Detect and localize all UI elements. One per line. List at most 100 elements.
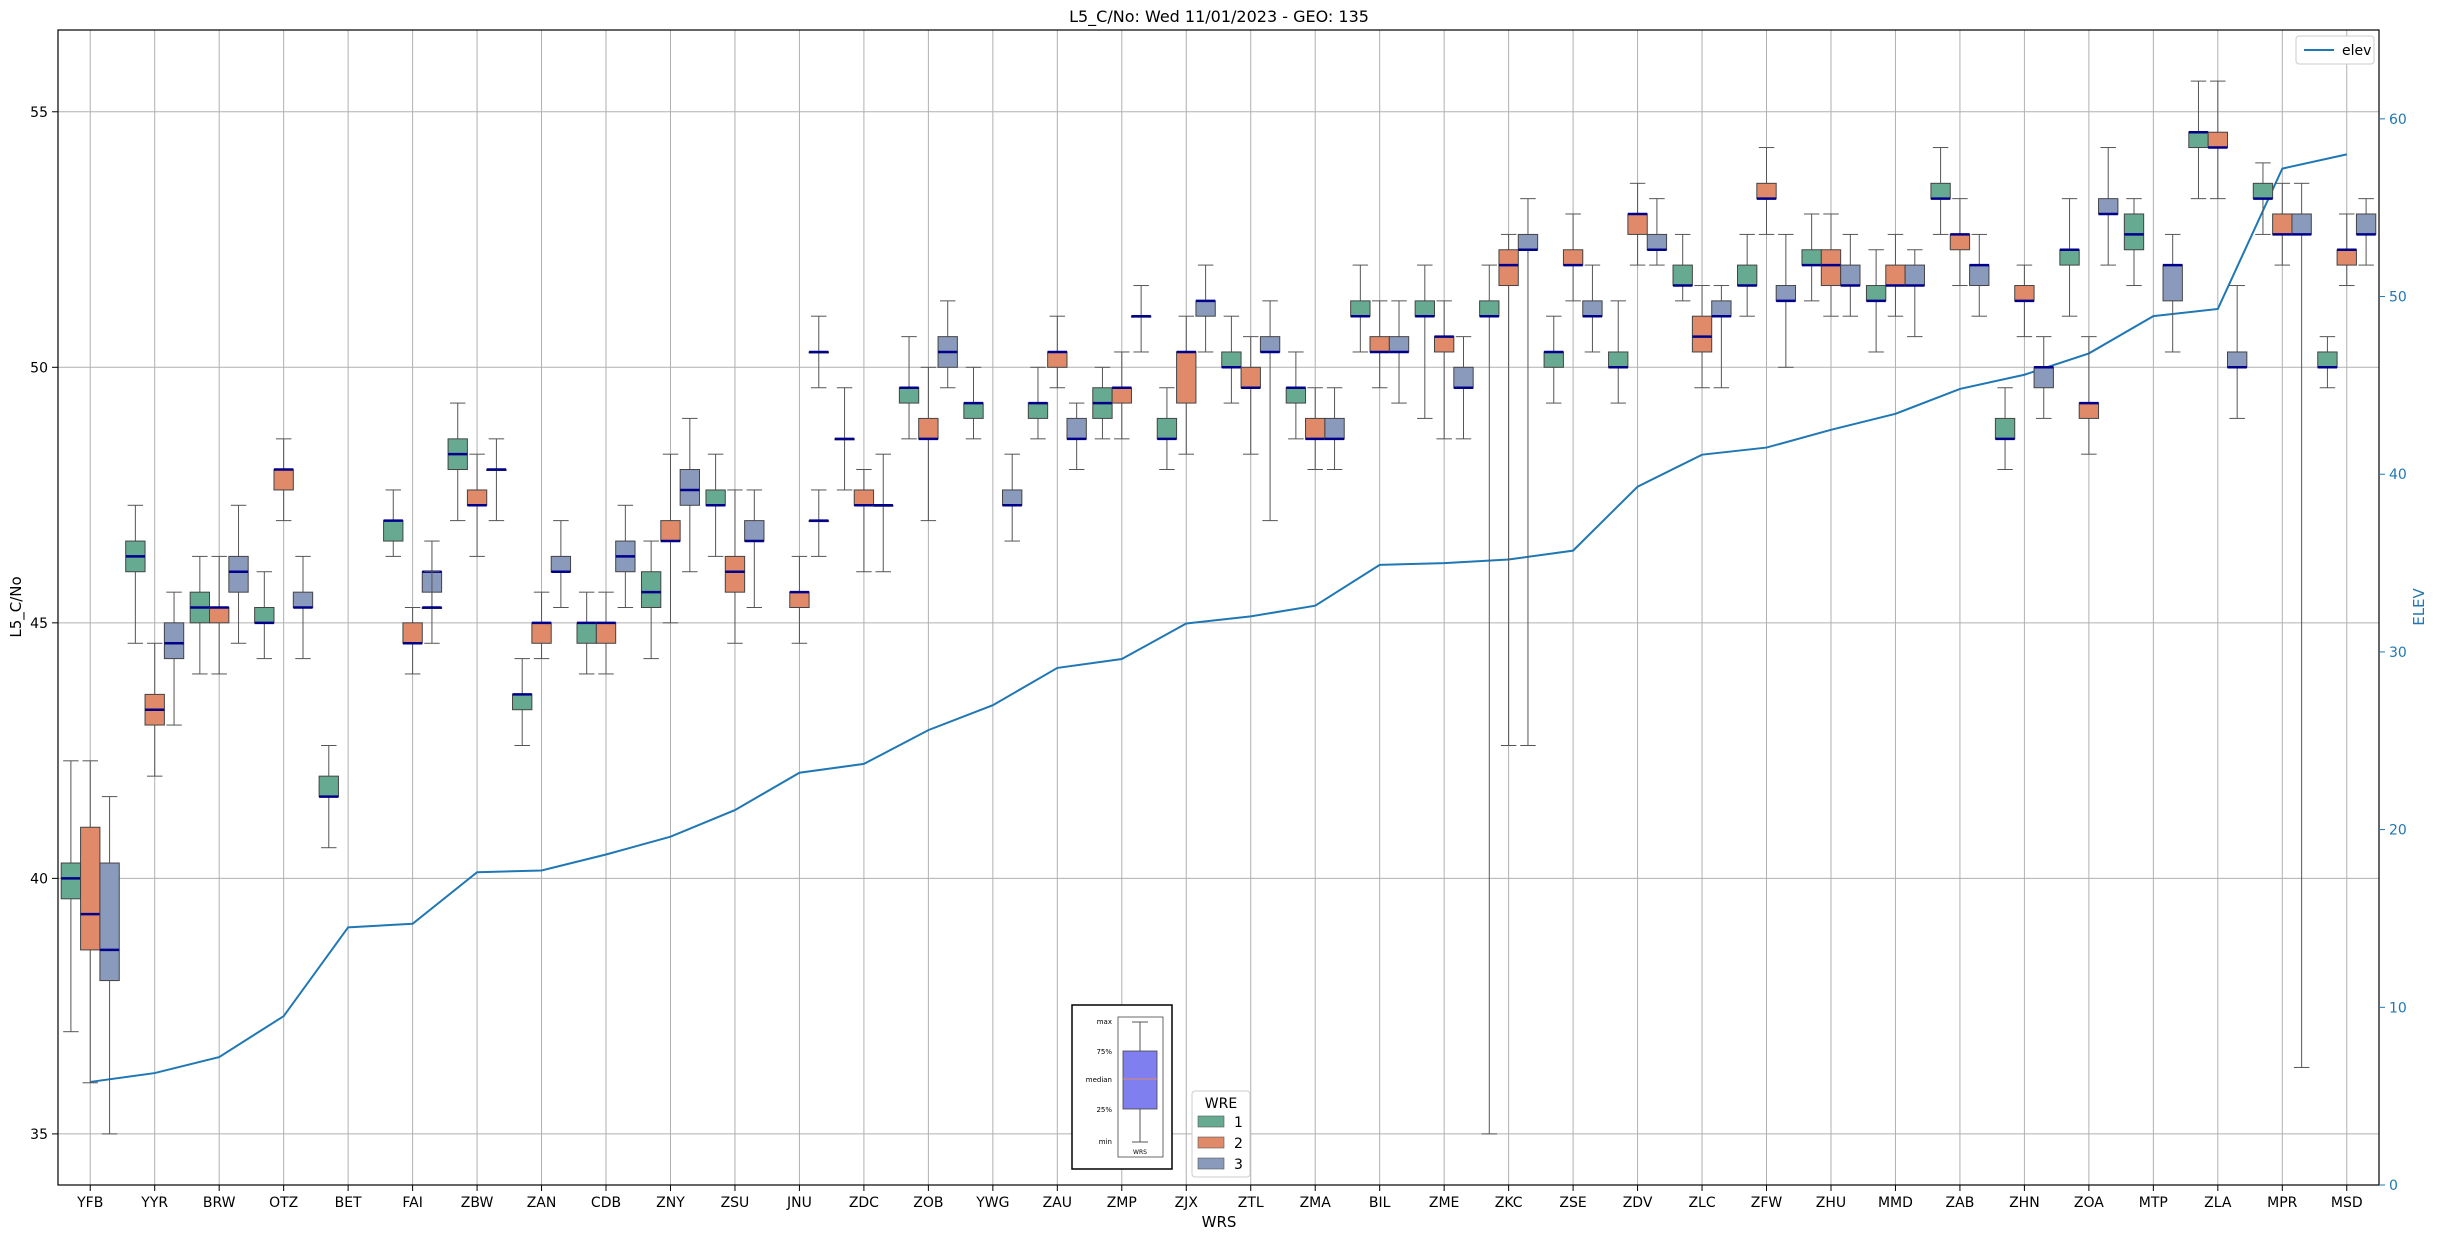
iqr-box [1646, 233, 1668, 251]
y-axis: 35 40 45 50 55 [30, 105, 58, 1143]
x-tick-label: ZSE [1559, 1195, 1586, 1211]
x-tick-label: ZJX [1175, 1195, 1199, 1211]
box-ZMA-3 [1324, 387, 1345, 471]
box-ZFW-3 [1775, 233, 1797, 368]
box-ZDC-3 [873, 453, 894, 573]
iqr-box [744, 520, 765, 542]
box-OTZ-1 [254, 571, 275, 660]
iqr-box [1737, 264, 1758, 287]
box-ZNY-3 [679, 417, 700, 573]
iqr-box [318, 775, 339, 798]
y-tick-label: 50 [30, 360, 48, 376]
iqr-box [640, 571, 662, 608]
x-tick-label: ZMA [1300, 1195, 1332, 1211]
x-tick-label: YFB [76, 1195, 103, 1211]
box-MSD-3 [2355, 198, 2377, 266]
box-OTZ-2 [273, 438, 294, 522]
box-ZJX-3 [1195, 264, 1216, 353]
box-MTP-3 [2162, 233, 2183, 353]
iqr-box [99, 862, 120, 982]
x-tick-label: ZAN [527, 1195, 557, 1211]
box-MPR-2 [2272, 182, 2293, 266]
iqr-box [1433, 336, 1455, 353]
y-tick-label: 40 [30, 871, 48, 887]
box-YYR-1 [125, 504, 146, 644]
box-ZHU-3 [1840, 233, 1861, 317]
iqr-box [2033, 366, 2054, 389]
x-tick-label: JNU [786, 1195, 812, 1211]
iqr-box [1066, 417, 1087, 440]
key-xlabel: WRS [1133, 1149, 1147, 1156]
iqr-box [2355, 213, 2377, 235]
x-tick-label: ZTL [1238, 1195, 1264, 1211]
box-ZHN-1 [1994, 387, 2016, 471]
iqr-box [1350, 300, 1371, 317]
iqr-box [1498, 249, 1519, 287]
x-tick-label: YWG [975, 1195, 1009, 1211]
box-ZME-3 [1453, 336, 1474, 440]
box-YWG-3 [1002, 453, 1023, 542]
y2-tick-label: 30 [2389, 645, 2407, 661]
iqr-box [1969, 264, 1990, 287]
iqr-box [1259, 336, 1281, 353]
iqr-box [1027, 402, 1049, 419]
key-label-median: median [1086, 1076, 1112, 1084]
box-ZME-2 [1433, 300, 1455, 440]
y-axis-label: L5_C/No [7, 576, 26, 637]
box-ZSU-1 [705, 453, 726, 557]
box-ZOB-1 [898, 336, 920, 440]
box-ZHU-1 [1801, 213, 1822, 302]
iqr-box [2226, 351, 2248, 368]
iqr-box [2078, 402, 2100, 419]
box-FAI-1 [383, 489, 404, 557]
elev-line [90, 153, 2347, 1083]
iqr-box [789, 591, 810, 609]
x-axis-label: WRS [1202, 1213, 1237, 1231]
iqr-box [292, 591, 314, 609]
box-ZNY-2 [660, 453, 681, 624]
y2-tick-label: 60 [2389, 112, 2407, 128]
box-ZMP-3 [1130, 285, 1152, 353]
iqr-box [1691, 315, 1713, 353]
wre-legend-swatch-2 [1197, 1136, 1225, 1149]
box-CDB-3 [615, 504, 636, 608]
box-MSD-2 [2336, 213, 2357, 287]
box-ZDV-1 [1608, 300, 1629, 404]
iqr-box [1820, 249, 1842, 287]
iqr-box [466, 489, 488, 506]
box-ZDC-1 [834, 387, 855, 491]
iqr-box [1479, 300, 1500, 317]
iqr-box [1840, 264, 1861, 287]
box-ZKC-1 [1479, 264, 1500, 1135]
box-ZAU-3 [1066, 402, 1087, 471]
x-tick-label: YYR [140, 1195, 168, 1211]
iqr-box [1369, 336, 1390, 353]
elev-series-line [90, 153, 2347, 1083]
iqr-box [1221, 351, 1242, 368]
x-tick-label: BRW [203, 1195, 236, 1211]
box-ZOB-3 [937, 300, 958, 389]
y-tick-label: 55 [30, 105, 48, 121]
x-tick-label: ZLC [1688, 1195, 1715, 1211]
box-ZLC-1 [1672, 233, 1693, 302]
iqr-box [1885, 264, 1906, 287]
iqr-box [2317, 351, 2338, 368]
box-YYR-2 [144, 642, 165, 777]
box-ZLA-1 [2188, 80, 2209, 200]
box-ZKC-3 [1517, 198, 1539, 746]
iqr-box [1324, 417, 1345, 440]
box-ZJX-2 [1176, 315, 1197, 455]
key-label-max: max [1097, 1018, 1112, 1026]
box-YFB-2 [80, 760, 101, 1084]
iqr-box [1285, 387, 1307, 404]
box-ZAN-2 [531, 591, 552, 660]
box-ZAN-3 [550, 520, 572, 608]
box-ZME-1 [1414, 264, 1435, 419]
iqr-box [1582, 300, 1603, 317]
iqr-box [1240, 366, 1261, 389]
plot-frame [57, 29, 2380, 1186]
iqr-box [1517, 233, 1539, 251]
iqr-box [1775, 285, 1797, 302]
y2-tick-label: 0 [2389, 1178, 2398, 1194]
iqr-box [2098, 198, 2119, 215]
